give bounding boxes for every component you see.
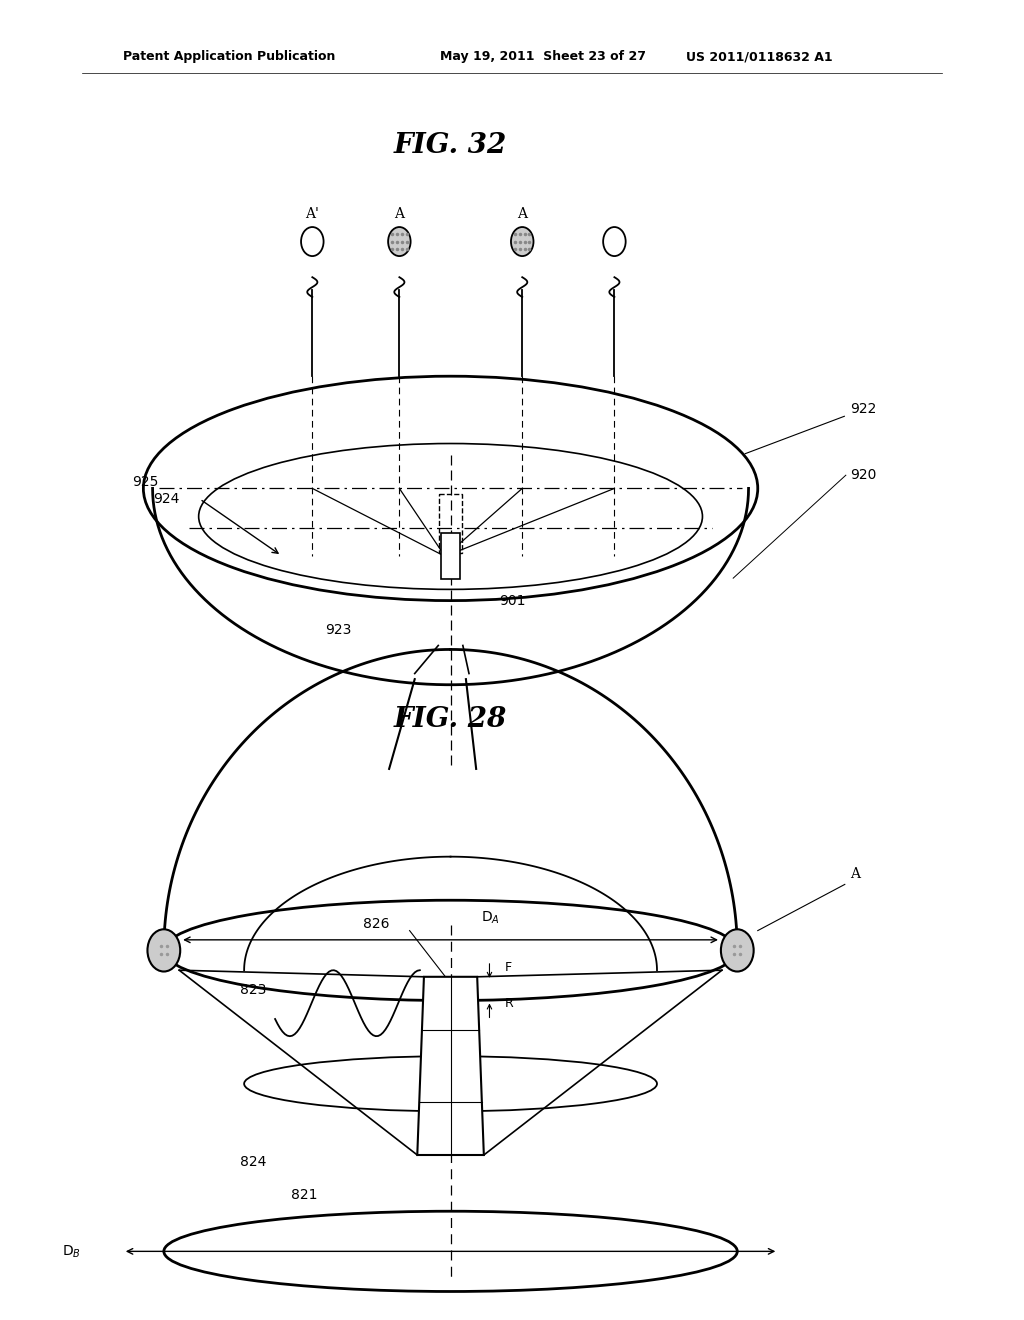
Text: D$_A$: D$_A$ xyxy=(481,909,500,925)
Text: 823: 823 xyxy=(240,983,266,997)
Text: 824: 824 xyxy=(240,1155,266,1168)
Text: 922: 922 xyxy=(745,403,877,454)
Text: US 2011/0118632 A1: US 2011/0118632 A1 xyxy=(686,50,833,63)
Polygon shape xyxy=(418,977,484,1155)
Ellipse shape xyxy=(511,227,534,256)
Bar xyxy=(441,533,460,579)
Ellipse shape xyxy=(147,929,180,972)
Text: 901: 901 xyxy=(499,594,525,607)
Text: May 19, 2011  Sheet 23 of 27: May 19, 2011 Sheet 23 of 27 xyxy=(440,50,646,63)
Text: 826: 826 xyxy=(362,917,389,931)
Text: D$_B$: D$_B$ xyxy=(62,1243,81,1259)
Text: 923: 923 xyxy=(325,623,351,636)
Text: A: A xyxy=(517,207,527,220)
Ellipse shape xyxy=(301,227,324,256)
Text: Patent Application Publication: Patent Application Publication xyxy=(123,50,335,63)
Ellipse shape xyxy=(603,227,626,256)
Text: 920: 920 xyxy=(850,469,877,482)
Text: 925: 925 xyxy=(132,475,159,488)
Ellipse shape xyxy=(388,227,411,256)
Text: R: R xyxy=(505,997,514,1010)
Text: FIG. 32: FIG. 32 xyxy=(394,132,507,158)
Text: F: F xyxy=(505,961,512,974)
Text: A: A xyxy=(394,207,404,220)
Text: FIG. 28: FIG. 28 xyxy=(394,706,507,733)
Bar xyxy=(439,494,462,553)
Ellipse shape xyxy=(721,929,754,972)
Text: A: A xyxy=(850,867,860,880)
Text: 924: 924 xyxy=(153,492,179,506)
Text: A': A' xyxy=(305,207,319,220)
Text: 821: 821 xyxy=(291,1188,317,1201)
